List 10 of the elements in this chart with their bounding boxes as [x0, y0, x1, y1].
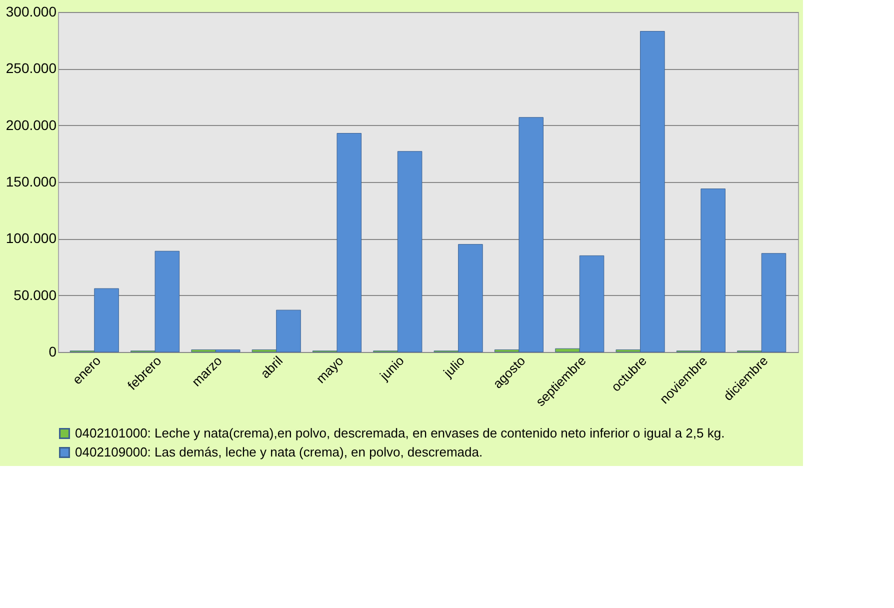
y-tick-label: 100.000 — [6, 230, 57, 246]
y-tick-label: 50.000 — [14, 286, 57, 303]
y-tick-label: 0 — [48, 344, 57, 360]
y-tick-label: 250.000 — [6, 60, 57, 76]
y-tick-label: 300.000 — [6, 4, 57, 20]
y-tick-label: 150.000 — [6, 174, 57, 190]
legend-label: 0402109000: Las demás, leche y nata (crema), en polvo, descremada. — [75, 444, 483, 460]
legend-label: 0402101000: Leche y nata(crema),en polvo, descremada, en envases de contenido neto inferior o igual a 2,5 kg. — [75, 426, 725, 440]
y-tick-label: 200.000 — [6, 116, 57, 133]
x-tick-label: julio — [440, 353, 468, 381]
